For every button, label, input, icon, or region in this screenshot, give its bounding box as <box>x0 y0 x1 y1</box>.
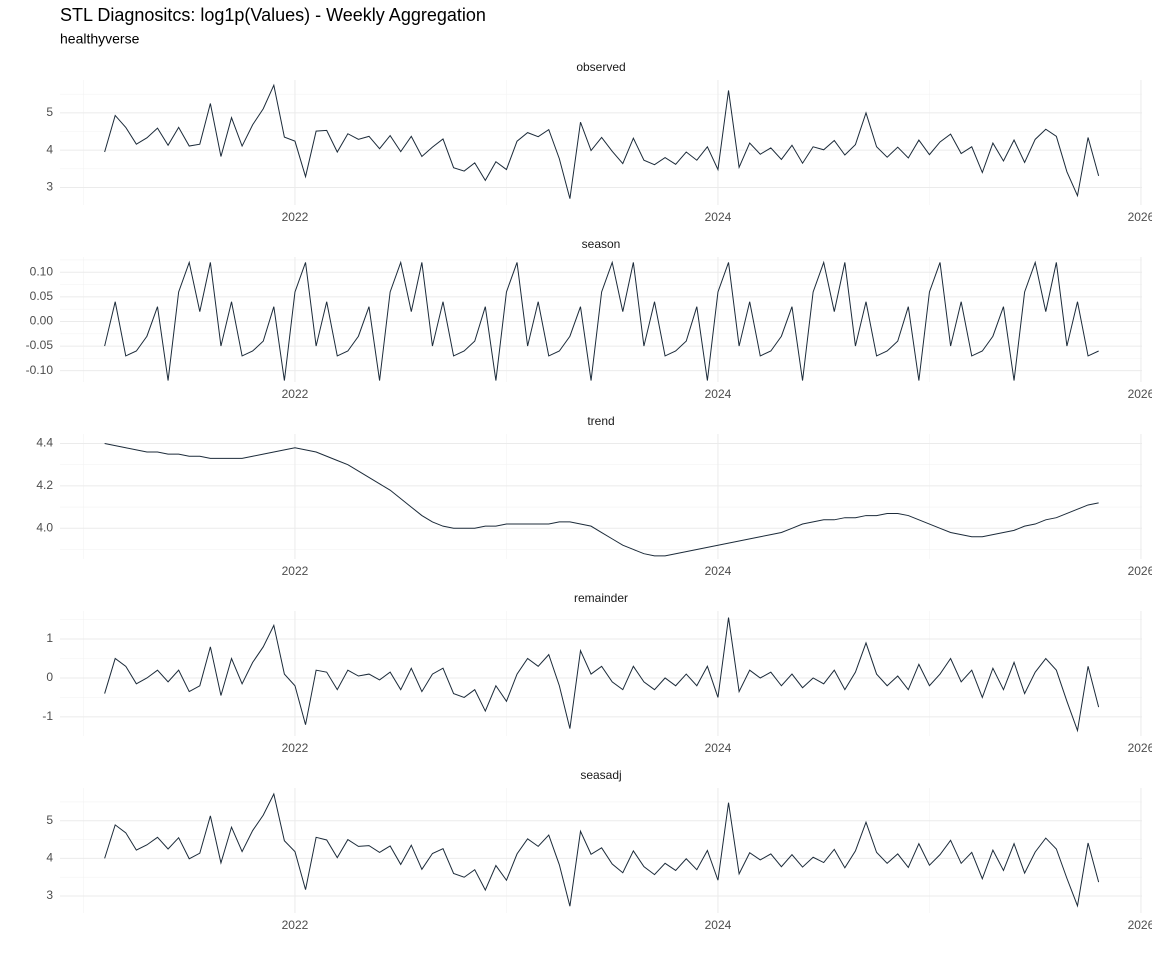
y-tick-label: 0 <box>46 670 53 684</box>
panel-title: observed <box>576 60 625 74</box>
x-tick-label: 2022 <box>282 564 309 578</box>
series-line <box>104 260 1099 381</box>
y-tick-label: 0.05 <box>30 289 54 303</box>
x-tick-label: 2024 <box>705 387 732 401</box>
y-tick-label: 4.0 <box>36 520 53 534</box>
y-tick-label: 5 <box>46 813 53 827</box>
chart-subtitle: healthyverse <box>60 31 140 47</box>
x-tick-label: 2024 <box>705 741 732 755</box>
y-tick-label: 4 <box>46 851 53 865</box>
y-tick-label: -0.05 <box>26 338 54 352</box>
y-tick-label: 1 <box>46 631 53 645</box>
x-tick-label: 2024 <box>705 564 732 578</box>
x-tick-label: 2024 <box>705 918 732 932</box>
series-line <box>104 443 1099 557</box>
series-line <box>104 617 1100 733</box>
chart-title: STL Diagnositcs: log1p(Values) - Weekly … <box>60 5 486 25</box>
x-tick-label: 2022 <box>282 741 309 755</box>
x-tick-label: 2026 <box>1128 918 1152 932</box>
y-tick-label: 0.00 <box>30 314 54 328</box>
y-tick-label: -1 <box>42 709 53 723</box>
x-tick-label: 2026 <box>1128 564 1152 578</box>
y-tick-label: 5 <box>46 105 53 119</box>
y-tick-label: 0.10 <box>30 264 54 278</box>
series-line <box>104 83 1100 199</box>
panel-title: remainder <box>574 591 628 605</box>
y-tick-label: 4.2 <box>36 478 53 492</box>
y-tick-label: 3 <box>46 888 53 902</box>
x-tick-label: 2022 <box>282 210 309 224</box>
y-tick-label: -0.10 <box>26 363 54 377</box>
panel-title: season <box>582 237 621 251</box>
x-tick-label: 2022 <box>282 918 309 932</box>
x-tick-label: 2024 <box>705 210 732 224</box>
x-tick-label: 2026 <box>1128 210 1152 224</box>
panel-title: trend <box>587 414 614 428</box>
x-tick-label: 2022 <box>282 387 309 401</box>
y-tick-label: 3 <box>46 180 53 194</box>
y-tick-label: 4.4 <box>36 436 53 450</box>
panel-title: seasadj <box>580 768 621 782</box>
series-line <box>104 792 1100 908</box>
x-tick-label: 2026 <box>1128 741 1152 755</box>
y-tick-label: 4 <box>46 142 53 156</box>
x-tick-label: 2026 <box>1128 387 1152 401</box>
